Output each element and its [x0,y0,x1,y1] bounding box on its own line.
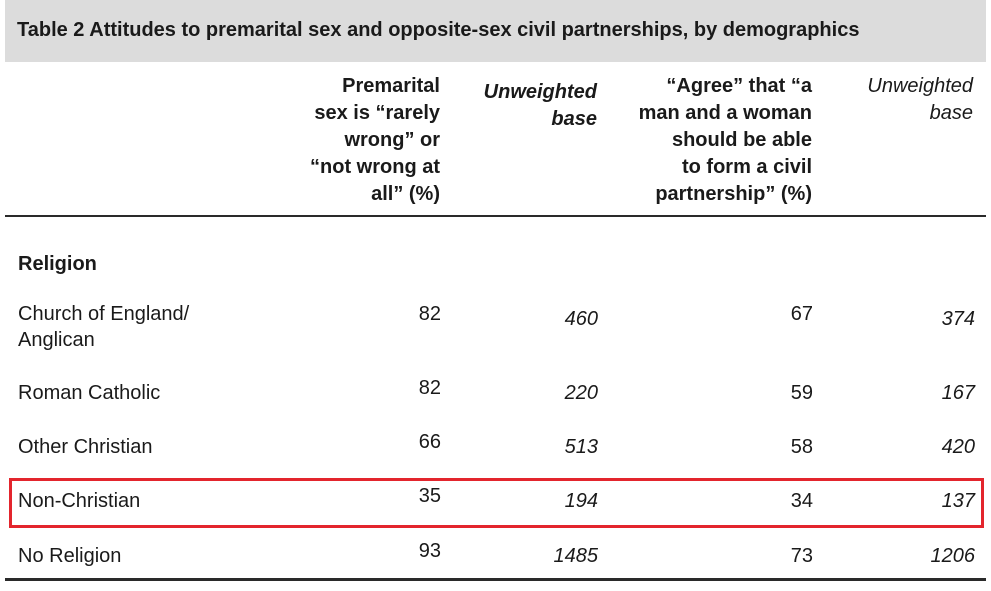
cell-civil: 59 [790,382,813,404]
title-band [5,0,986,62]
header-unweighted-base-2: Unweighted base [820,73,973,127]
header-civil-line: “Agree” that “a [666,75,812,97]
cell-base1: 194 [564,490,598,512]
header-rule [5,215,986,217]
cell-civil: 58 [790,436,813,458]
header-civil-partnership: “Agree” that “a man and a woman should b… [592,73,812,208]
cell-base1: 1485 [553,545,599,567]
header-base2-line: base [929,102,973,124]
row-label-church-of-england: Church of England/ Anglican [18,301,189,353]
cell-base2: 420 [941,436,975,458]
cell-premarital: 93 [418,540,441,562]
cell-base1: 220 [564,382,598,404]
cell-base2: 137 [941,490,975,512]
header-premarital-line: “not wrong at [310,156,440,178]
cell-base2: 374 [941,308,975,330]
cell-premarital: 82 [418,303,441,325]
header-premarital-line: sex is “rarely [314,102,440,124]
header-civil-line: to form a civil [681,156,812,178]
row-label-line: Non-Christian [18,490,141,512]
header-unweighted-base-1: Unweighted base [440,79,597,133]
cell-premarital: 82 [418,377,441,399]
header-civil-line: partnership” (%) [655,183,812,205]
bottom-rule [5,578,986,581]
cell-civil: 73 [790,545,813,567]
highlight-box-non-christian [9,478,984,528]
section-heading-religion: Religion [18,253,97,275]
header-premarital-line: wrong” or [344,129,440,151]
cell-premarital: 35 [418,485,441,507]
header-civil-line: man and a woman [638,102,812,124]
cell-base1: 513 [564,436,598,458]
cell-base2: 167 [941,382,975,404]
row-label-line: No Religion [18,545,122,567]
header-base1-line: base [551,108,597,130]
row-label-line: Church of England/ [18,303,190,325]
row-label-no-religion: No Religion [18,543,121,569]
header-premarital-line: Premarital [342,75,440,97]
cell-civil: 67 [790,303,813,325]
header-base1-line: Unweighted [483,81,597,103]
header-premarital-line: all” (%) [371,183,440,205]
row-label-non-christian: Non-Christian [18,488,140,514]
cell-base2: 1206 [930,545,976,567]
table-title: Table 2 Attitudes to premarital sex and … [17,19,860,41]
row-label-roman-catholic: Roman Catholic [18,380,160,406]
row-label-other-christian: Other Christian [18,434,153,460]
cell-premarital: 66 [418,431,441,453]
header-base2-line: Unweighted [867,75,973,97]
cell-base1: 460 [564,308,598,330]
header-premarital: Premarital sex is “rarely wrong” or “not… [240,73,440,208]
row-label-line: Other Christian [18,436,153,458]
row-label-line: Anglican [18,329,95,351]
cell-civil: 34 [790,490,813,512]
row-label-line: Roman Catholic [18,382,161,404]
header-civil-line: should be able [671,129,812,151]
